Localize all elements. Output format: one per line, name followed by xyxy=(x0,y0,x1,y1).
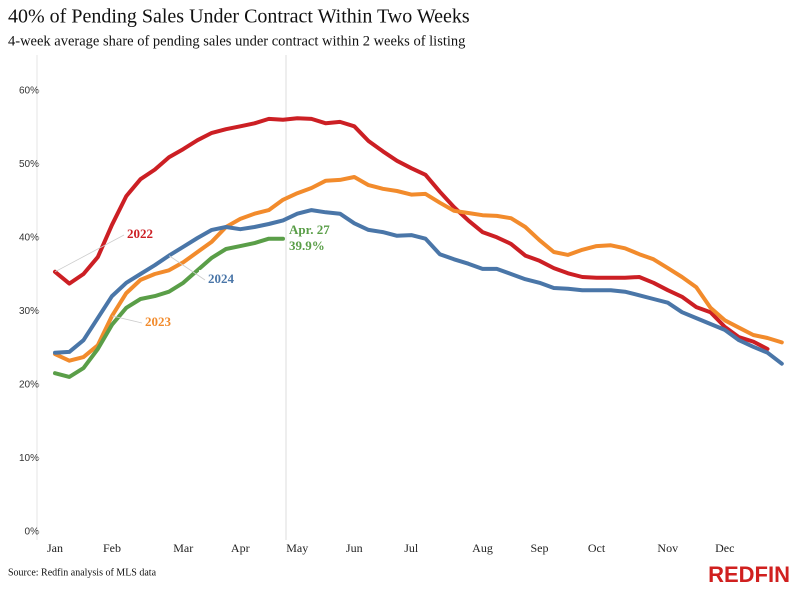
y-tick-label: 50% xyxy=(19,159,39,170)
leader-line xyxy=(168,255,206,281)
label-box xyxy=(118,225,162,245)
chart-title: 40% of Pending Sales Under Contract With… xyxy=(8,6,470,28)
x-tick-label: Nov xyxy=(657,541,678,555)
series-line xyxy=(53,175,784,363)
x-tick-label: Jun xyxy=(346,541,363,555)
source: Source: Redfin analysis of MLS data xyxy=(8,567,157,578)
series-line xyxy=(53,208,784,366)
y-tick-label: 60% xyxy=(19,86,39,97)
y-tick-label: 40% xyxy=(19,233,39,244)
annotation: Apr. 27 xyxy=(289,222,330,237)
series-label: 2023 xyxy=(145,314,172,329)
y-tick-label: 20% xyxy=(19,380,39,391)
x-tick-label: Aug xyxy=(472,541,493,555)
chart-subtitle: 4-week average share of pending sales un… xyxy=(8,33,465,49)
x-tick-label: Oct xyxy=(588,541,606,555)
x-tick-label: Feb xyxy=(103,541,121,555)
series-label: 2024 xyxy=(208,271,235,286)
brand-logo: REDFIN xyxy=(708,562,790,587)
series-line xyxy=(53,116,770,351)
x-tick-label: Jul xyxy=(404,541,419,555)
series-line xyxy=(53,236,285,379)
x-tick-label: Mar xyxy=(173,541,193,555)
leader-line xyxy=(54,234,125,273)
x-tick-label: Apr xyxy=(231,541,250,555)
series-label: 2022 xyxy=(127,226,153,241)
y-tick-label: 10% xyxy=(19,453,39,464)
value-label: 39.9% xyxy=(289,238,325,253)
y-tick-label: 30% xyxy=(19,306,39,317)
label-box xyxy=(136,313,180,333)
leader-line xyxy=(111,315,143,324)
label-box xyxy=(199,270,243,290)
x-tick-label: Dec xyxy=(715,541,734,555)
x-tick-label: Sep xyxy=(531,541,549,555)
y-tick-label: 0% xyxy=(25,527,40,538)
x-tick-label: Jan xyxy=(47,541,63,555)
x-tick-label: May xyxy=(286,541,308,555)
